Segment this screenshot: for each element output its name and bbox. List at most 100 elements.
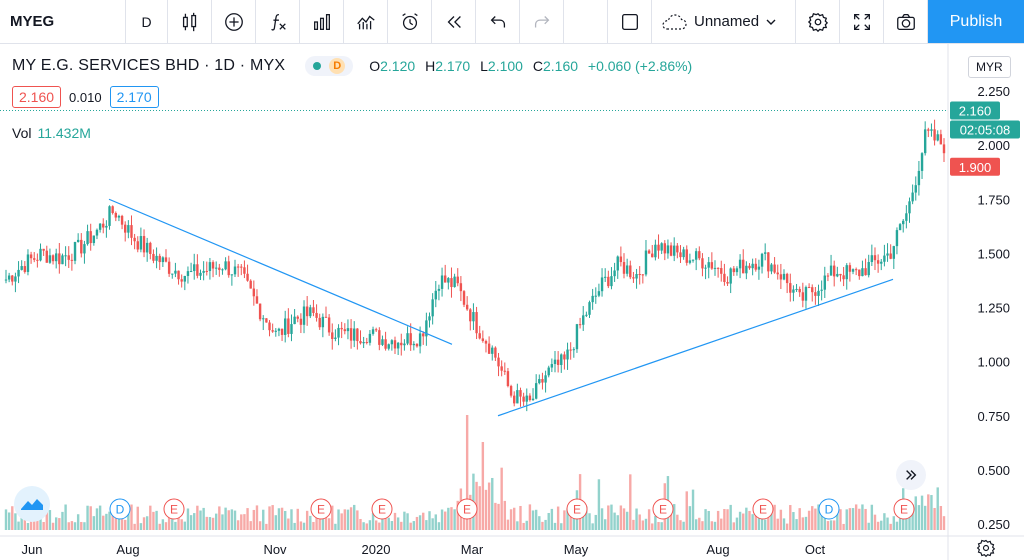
dividend-marker[interactable]	[109, 498, 131, 520]
earnings-marker[interactable]	[893, 498, 915, 520]
interval-button[interactable]: D	[126, 0, 168, 43]
volume-bar	[450, 507, 453, 530]
volume-bar	[923, 505, 927, 530]
candle-body	[588, 302, 591, 315]
undo-button[interactable]	[476, 0, 520, 43]
volume-bar	[374, 520, 378, 530]
candle-body	[569, 349, 572, 351]
alert-button[interactable]	[388, 0, 432, 43]
volume-bar	[434, 514, 437, 530]
layout-save-button[interactable]: Unnamed	[652, 0, 796, 43]
candle-body	[594, 295, 597, 297]
candle-body	[400, 342, 403, 346]
candle-body	[597, 291, 601, 296]
candle-body	[682, 249, 685, 258]
dividend-marker[interactable]	[818, 498, 840, 520]
earnings-marker[interactable]	[652, 498, 674, 520]
earnings-marker[interactable]	[752, 498, 774, 520]
earnings-marker[interactable]	[163, 498, 185, 520]
market-status[interactable]: D	[305, 56, 354, 76]
candle-body	[880, 261, 883, 264]
volume-label: Vol	[12, 125, 32, 141]
volume-bar	[384, 513, 387, 530]
scroll-to-realtime-button[interactable]	[896, 460, 926, 490]
candle-body	[528, 395, 532, 401]
candle-body	[334, 337, 337, 339]
candle-body	[920, 153, 924, 171]
candle-body	[469, 309, 472, 322]
candle-body	[908, 201, 911, 214]
candle-body	[484, 341, 488, 344]
templates-button[interactable]	[300, 0, 344, 43]
volume-bar	[61, 511, 64, 530]
fullscreen-icon	[853, 13, 870, 30]
candle-body	[17, 269, 20, 277]
earnings-marker[interactable]	[310, 498, 332, 520]
earnings-marker[interactable]	[456, 498, 478, 520]
time-tick-label: Aug	[116, 542, 139, 557]
candle-body	[371, 329, 375, 334]
volume-bar	[927, 494, 930, 530]
redo-button[interactable]	[520, 0, 564, 43]
candle-body	[265, 318, 268, 323]
earnings-marker[interactable]	[566, 498, 588, 520]
snapshot-button[interactable]	[884, 0, 928, 43]
volume-bar	[447, 507, 450, 530]
volume-bar	[654, 515, 657, 530]
candle-body	[553, 359, 557, 365]
replay-button[interactable]	[432, 0, 476, 43]
publish-button[interactable]: Publish	[928, 0, 1024, 43]
symbol-search-button[interactable]: MYEG	[0, 0, 126, 43]
volume-legend: Vol 11.432M	[12, 125, 91, 141]
volume-bar	[679, 520, 682, 530]
volume-bar	[538, 516, 541, 530]
candle-body	[547, 367, 550, 376]
candle-body	[167, 261, 171, 274]
earnings-marker[interactable]	[371, 498, 393, 520]
volume-bar	[519, 505, 522, 530]
settings-icon	[807, 12, 828, 32]
candle-body	[500, 366, 503, 371]
volume-bar	[544, 519, 547, 530]
volume-bar	[500, 467, 503, 530]
volume-bar	[848, 508, 852, 530]
add-indicator-button[interactable]	[212, 0, 256, 43]
tradingview-logo[interactable]	[14, 486, 50, 522]
currency-button[interactable]: MYR	[968, 56, 1011, 78]
price-chart[interactable]: 2.250 2.000 1.750 1.500 1.250 1.000 0.750 0.500…	[0, 44, 1024, 560]
volume-bar	[933, 507, 936, 530]
volume-bar	[202, 507, 205, 530]
candle-body	[309, 307, 312, 317]
volume-bar	[174, 521, 177, 530]
candle-body	[186, 271, 190, 276]
candle-body	[440, 275, 444, 289]
volume-bar	[704, 509, 707, 530]
candle-body	[149, 242, 152, 254]
buy-price[interactable]: 2.170	[109, 86, 159, 108]
candle-body	[302, 306, 306, 325]
candle-body	[917, 170, 921, 186]
candle-body	[754, 263, 757, 270]
indicators-button[interactable]	[256, 0, 300, 43]
settings-button[interactable]	[796, 0, 840, 43]
candle-body	[262, 318, 265, 320]
candle-body	[145, 242, 149, 253]
chart-style-button[interactable]	[168, 0, 212, 43]
candle-body	[811, 287, 814, 293]
open-value: 2.120	[380, 58, 416, 74]
sell-price[interactable]: 2.160	[12, 86, 62, 108]
volume-bar	[211, 517, 215, 530]
candle-body	[619, 256, 623, 263]
compare-button[interactable]	[344, 0, 388, 43]
undo-icon	[490, 15, 505, 27]
volume-bar	[625, 511, 629, 530]
candle-body	[23, 266, 27, 272]
fullscreen-button[interactable]	[840, 0, 884, 43]
candle-body	[80, 239, 83, 254]
candle-body	[757, 266, 761, 270]
drawing-mode-button[interactable]	[608, 0, 652, 43]
volume-bar	[293, 522, 296, 530]
axis-settings-icon[interactable]	[976, 538, 996, 558]
dividend-marker-label: D	[825, 503, 834, 517]
candle-body	[111, 206, 114, 214]
